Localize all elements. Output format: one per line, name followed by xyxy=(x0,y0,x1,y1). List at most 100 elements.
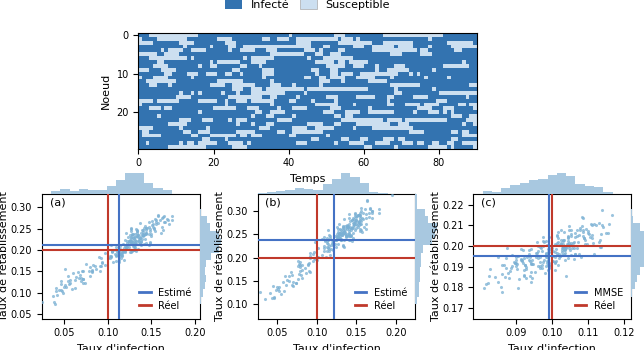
Point xyxy=(535,259,545,264)
Point xyxy=(357,215,367,221)
Bar xyxy=(97,190,107,194)
Bar xyxy=(126,173,135,194)
Point xyxy=(367,208,377,214)
Point xyxy=(308,255,319,261)
Point xyxy=(129,231,140,237)
Point xyxy=(127,247,137,252)
Y-axis label: Taux de rétablissement: Taux de rétablissement xyxy=(0,191,9,321)
Point xyxy=(556,252,567,258)
Point xyxy=(137,243,147,248)
Point xyxy=(84,268,94,274)
Point xyxy=(78,277,88,282)
Point xyxy=(127,232,137,237)
Point xyxy=(598,225,608,230)
Point xyxy=(118,247,129,253)
Point xyxy=(573,239,583,244)
Point xyxy=(336,232,346,237)
Point xyxy=(554,242,564,247)
Point xyxy=(111,253,121,259)
Bar xyxy=(116,180,126,194)
Point xyxy=(287,283,298,288)
Point xyxy=(367,209,377,214)
Point xyxy=(547,253,558,259)
Point xyxy=(334,221,345,227)
Point xyxy=(338,230,348,236)
Point xyxy=(115,248,125,254)
Point xyxy=(141,225,151,231)
Point xyxy=(354,222,364,228)
Point xyxy=(345,233,355,239)
Point xyxy=(531,240,542,245)
Point xyxy=(146,233,156,238)
Point xyxy=(348,236,358,241)
Point xyxy=(578,233,588,239)
Point xyxy=(350,225,361,230)
Point xyxy=(67,286,77,292)
Point xyxy=(115,250,126,255)
Point xyxy=(336,228,346,233)
Legend: Estimé, Réel: Estimé, Réel xyxy=(136,285,194,314)
Point xyxy=(294,261,305,267)
Point xyxy=(572,233,582,239)
Point xyxy=(558,244,568,250)
Point xyxy=(354,212,365,217)
Point xyxy=(108,247,118,252)
Bar xyxy=(200,296,201,304)
Point xyxy=(556,247,567,253)
Point xyxy=(549,267,560,273)
Point xyxy=(564,243,574,249)
Point xyxy=(556,227,566,233)
Point xyxy=(93,254,104,260)
Point xyxy=(153,220,163,226)
Point xyxy=(147,222,157,228)
Bar xyxy=(415,275,420,282)
Point xyxy=(157,224,167,230)
Point xyxy=(63,281,73,286)
Point xyxy=(350,217,361,223)
Point xyxy=(138,231,148,237)
Point xyxy=(387,192,397,198)
Bar xyxy=(200,282,205,289)
Point xyxy=(560,238,570,243)
Point xyxy=(603,230,613,236)
Point xyxy=(118,248,129,254)
Point xyxy=(293,276,303,282)
Bar xyxy=(511,185,520,194)
Point xyxy=(533,263,543,269)
Point xyxy=(356,218,366,224)
Point xyxy=(319,234,330,240)
Point xyxy=(133,234,143,240)
Y-axis label: Taux de rétablissement: Taux de rétablissement xyxy=(431,191,440,321)
Point xyxy=(351,217,361,223)
Point xyxy=(144,219,154,225)
Point xyxy=(558,237,569,243)
Point xyxy=(533,243,543,248)
Bar xyxy=(415,194,417,202)
Point xyxy=(501,256,511,261)
Point xyxy=(135,241,146,247)
Point xyxy=(316,252,327,257)
Point xyxy=(527,261,538,266)
Point xyxy=(521,264,531,269)
Point xyxy=(342,226,352,232)
Point xyxy=(577,215,587,220)
Bar xyxy=(144,183,153,194)
Point xyxy=(586,221,596,227)
Point xyxy=(343,224,353,229)
Point xyxy=(296,273,307,278)
Point xyxy=(511,258,521,263)
Point xyxy=(64,278,75,283)
Point xyxy=(332,229,343,234)
Point xyxy=(60,282,70,288)
Point xyxy=(361,222,371,227)
Point xyxy=(113,249,124,255)
Point xyxy=(539,239,549,245)
Point xyxy=(569,257,580,262)
Point xyxy=(128,239,138,245)
Point xyxy=(74,275,84,280)
Point xyxy=(554,255,564,261)
Point xyxy=(497,262,507,268)
Point xyxy=(542,260,552,266)
Point xyxy=(353,213,363,218)
Point xyxy=(546,265,556,271)
